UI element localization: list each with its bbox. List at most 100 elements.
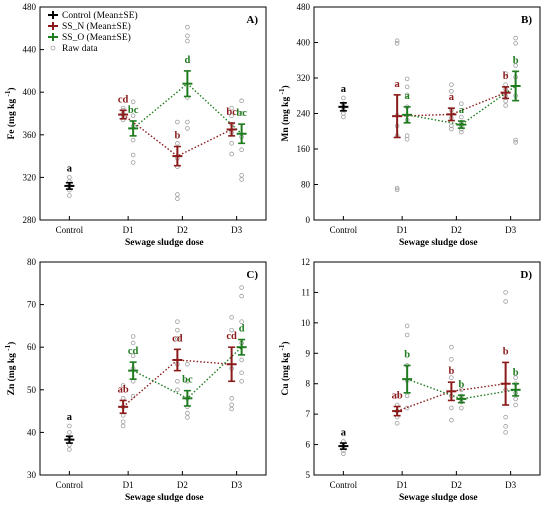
y-tick-label: 400 [297,38,311,48]
raw-data-point [130,152,136,158]
y-tick-label: 11 [301,287,310,297]
raw-data-point [449,417,454,423]
raw-data-point [120,423,126,429]
legend: Control (Mean±SE)SS_N (Mean±SE)SS_O (Mea… [48,10,138,54]
mean-bar-ss_n [226,122,237,137]
raw-data-point [229,141,234,146]
raw-data-point [239,177,244,182]
y-axis-label-main: Zn (mg kg [6,351,17,396]
y-tick-label: 240 [297,109,311,119]
significance-letter: ab [392,391,403,402]
significance-letter: bc [128,105,139,116]
raw-data-point [185,410,190,416]
raw-data-point [130,378,136,384]
raw-data-point [404,92,410,98]
plot-frame [313,261,541,476]
x-tick-label: D3 [231,225,242,235]
raw-data-point [459,114,464,120]
x-tick-label: D3 [231,480,242,490]
raw-data-point [449,344,454,350]
mean-bar-ss_n [500,361,511,406]
y-axis-label-sup: -1 [278,344,286,350]
raw-data-point [229,327,234,333]
significance-letter: a [459,105,465,116]
x-axis-label: Sewage sludge dose [399,238,478,248]
significance-letter: ab [118,384,129,395]
x-tick-label: D1 [397,225,408,235]
significance-letter: a [449,92,455,103]
raw-data-point [404,323,410,329]
raw-data-point [229,402,234,408]
mean-bar-ss_n [392,405,403,417]
raw-data-point [175,319,180,324]
x-axis-label: Sewage sludge dose [125,493,204,503]
raw-data-point [513,375,518,380]
raw-data-point [175,387,180,393]
panel-4: 5 6 7 8 9 10 11 12 Control D1 D2 D3 Sewage sludge do… [278,257,541,503]
significance-letter: b [404,349,410,360]
x-axis-label: Sewage sludge dose [399,493,478,503]
y-tick-label: 50 [27,385,37,395]
mean-bar-ss_n [118,109,129,120]
mean-bar-ss_o [510,70,521,102]
mean-bar-ss_n [392,94,403,139]
raw-data-point [459,405,464,411]
significance-letter: bc [182,375,193,386]
raw-data-point [67,447,72,452]
x-tick-label: D2 [451,480,462,490]
plot-frame [313,6,541,221]
x-tick-label: Control [330,480,358,490]
significance-letter: d [239,324,245,335]
raw-data-point [449,357,454,362]
y-tick-label: 40 [27,427,37,437]
significance-letter: bc [226,107,237,118]
y-tick-label: 160 [297,144,311,154]
raw-data-point [239,319,244,324]
raw-data-point [341,95,346,101]
significance-letter: a [67,412,73,423]
mean-bar-ss_o [128,361,139,380]
y-tick-label: 0 [306,215,311,225]
mean-bar-ss_n [172,145,183,167]
raw-data-point [503,71,508,76]
raw-data-point [185,24,190,30]
raw-data-point [175,327,180,333]
mean-bar-ss_o [182,389,193,407]
x-tick-label: D1 [123,225,134,235]
y-axis-label: Cu (mg kg -1) [278,341,291,395]
raw-data-point [404,84,410,90]
significance-letter: b [513,55,519,66]
x-tick-label: Control [330,225,358,235]
significance-letter: a [67,163,73,174]
y-axis-label-main: Mn (mg kg [280,94,291,141]
raw-data-point [239,285,244,290]
y-tick-label: 80 [301,180,311,190]
x-tick-label: D3 [505,225,516,235]
raw-data-point [185,33,190,39]
y-tick-label: 480 [297,2,311,12]
x-tick-label: Control [56,480,84,490]
raw-data-point [185,378,190,384]
y-axis-label: Fe (mg kg -1) [4,87,17,139]
mean-bar-ss_o [182,70,193,98]
y-tick-label: 480 [23,2,37,12]
panel-label: D) [520,269,532,281]
mean-bar-ss_o [236,338,247,356]
x-tick-label: D3 [505,480,516,490]
legend-entry: Control (Mean±SE) [62,10,138,21]
mean-bar-ss_n [118,399,129,415]
y-axis-label-close: ) [6,342,17,345]
raw-data-point [394,38,400,44]
mean-bar-ss_n [446,107,457,122]
significance-letter: cd [118,94,129,105]
raw-data-point [130,353,136,359]
raw-data-point [341,451,346,457]
raw-data-point [394,41,400,46]
raw-data-point [513,140,518,145]
raw-data-point [175,192,180,197]
legend-raw-marker [50,45,56,51]
raw-data-point [67,175,72,180]
raw-data-point [503,103,508,108]
raw-data-point [175,336,180,341]
raw-data-point [239,172,244,178]
